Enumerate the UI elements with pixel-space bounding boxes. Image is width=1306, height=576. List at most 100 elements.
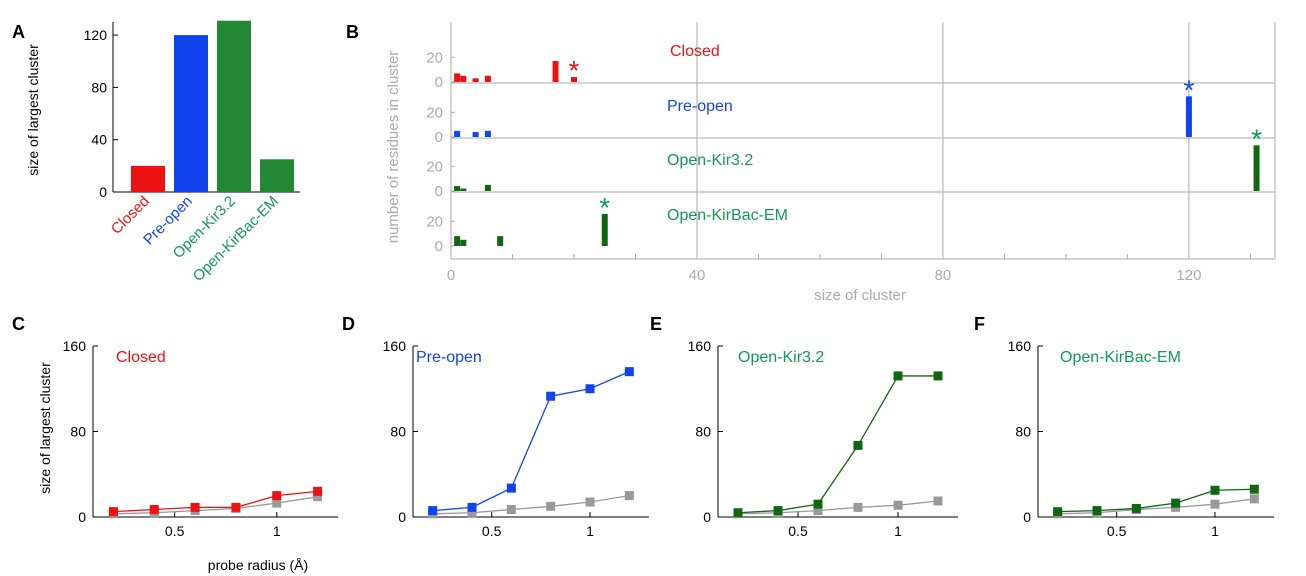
y-tick-label: 80 — [390, 424, 406, 440]
y-tick-label: 20 — [426, 158, 443, 175]
data-point — [1053, 507, 1063, 517]
panel-letter-a: A — [12, 22, 25, 42]
panel-b: B number of residues in cluster size of … — [346, 22, 1276, 304]
x-axis-label: size of cluster — [814, 287, 906, 304]
y-tick-label: 0 — [99, 184, 107, 200]
x-tick-label: 40 — [689, 267, 706, 284]
data-point — [313, 486, 323, 496]
x-tick-label: 0.5 — [788, 523, 808, 539]
data-point — [546, 501, 556, 511]
panel-letter-e: E — [650, 314, 662, 334]
data-point — [585, 384, 595, 394]
y-tick-label: 20 — [426, 49, 443, 66]
y-tick-label: 160 — [688, 338, 712, 354]
panel-c: C size of largest cluster probe radius (… — [12, 314, 338, 573]
data-point — [272, 498, 282, 508]
panel-letter-f: F — [974, 314, 985, 334]
data-point — [1249, 494, 1259, 504]
series-line — [1057, 498, 1255, 515]
series-line — [432, 371, 630, 512]
significance-asterisk: * — [569, 55, 580, 86]
y-tick-label: 20 — [426, 213, 443, 230]
data-point — [1249, 484, 1259, 494]
data-point — [1171, 498, 1181, 508]
data-point — [733, 508, 743, 518]
bar — [484, 75, 491, 82]
bar — [454, 130, 461, 137]
data-point — [853, 440, 863, 450]
data-point — [231, 502, 241, 512]
y-tick-label: 160 — [63, 338, 87, 354]
panel-title: Closed — [116, 349, 166, 366]
bar — [460, 75, 467, 82]
x-tick-label: 0.5 — [1107, 523, 1127, 539]
data-point — [624, 491, 634, 501]
series-label: Open-KirBac-EM — [667, 207, 788, 224]
bar — [460, 239, 467, 246]
bar — [1185, 96, 1192, 137]
data-point — [108, 507, 118, 517]
bar — [174, 35, 208, 193]
series-line — [432, 494, 630, 515]
series-line — [1057, 488, 1255, 513]
y-tick-label: 40 — [91, 132, 107, 148]
plot-area: 04080120ClosedPre-openOpen-Kir3.2Open-Ki… — [84, 20, 300, 285]
x-tick-label: 1 — [586, 523, 594, 539]
bar — [497, 236, 504, 246]
series-line — [737, 375, 938, 514]
x-tick-label: 1 — [1211, 523, 1219, 539]
data-point — [773, 506, 783, 516]
plot-area: 0 80 160 0.5 1 — [688, 338, 958, 539]
significance-asterisk: * — [1251, 123, 1262, 154]
series-line — [737, 500, 939, 515]
data-point — [933, 371, 943, 381]
panel-title: Pre-open — [416, 349, 482, 366]
data-point — [506, 483, 516, 493]
x-tick-label: 120 — [1176, 267, 1201, 284]
y-axis-label: size of largest cluster — [37, 362, 53, 494]
panel-letter-b: B — [346, 22, 359, 42]
data-point — [546, 391, 556, 401]
data-point — [467, 508, 477, 518]
y-tick-label: 120 — [84, 27, 108, 43]
y-tick-label: 0 — [435, 129, 443, 146]
y-tick-label: 0 — [435, 238, 443, 255]
data-point — [313, 492, 323, 502]
y-tick-label: 80 — [695, 424, 711, 440]
y-tick-label: 0 — [703, 509, 711, 525]
x-tick-label: 1 — [273, 523, 281, 539]
x-tick-label: 0.5 — [482, 523, 502, 539]
bar — [454, 73, 461, 82]
y-tick-label: 160 — [1008, 338, 1032, 354]
panel-a: A size of largest cluster 04080120Closed… — [12, 20, 300, 285]
x-axis-label: probe radius (Å) — [208, 557, 308, 573]
x-tick-label: 80 — [935, 267, 952, 284]
bar — [1253, 145, 1260, 191]
plot-area: 0 40 80 120 0 20 Closed * 0 20 Pre-open * 0 20 Open-Ki… — [426, 22, 1276, 284]
data-point — [893, 371, 903, 381]
y-tick-label: 160 — [383, 338, 407, 354]
data-point — [893, 500, 903, 510]
y-tick-label: 0 — [435, 183, 443, 200]
panel-letter-c: C — [12, 314, 25, 334]
plot-area: 0 80 160 0.5 1 — [63, 338, 338, 539]
bar — [260, 159, 294, 192]
data-point — [585, 497, 595, 507]
y-axis-label: number of residues in cluster — [385, 51, 402, 244]
series-label: Open-Kir3.2 — [667, 152, 753, 169]
series-line — [113, 490, 318, 513]
significance-asterisk: * — [599, 192, 610, 223]
y-axis-label: size of largest cluster — [25, 44, 41, 176]
bar — [472, 132, 479, 137]
data-point — [1210, 485, 1220, 495]
panel-d: D Pre-open 0 80 160 0.5 1 — [342, 314, 649, 539]
data-point — [428, 506, 438, 516]
bar — [460, 188, 467, 191]
y-tick-label: 20 — [426, 104, 443, 121]
significance-asterisk: * — [1183, 74, 1194, 105]
y-tick-label: 80 — [1015, 424, 1031, 440]
panel-e: E Open-Kir3.2 0 80 160 0.5 1 — [650, 314, 958, 539]
data-point — [1092, 506, 1102, 516]
